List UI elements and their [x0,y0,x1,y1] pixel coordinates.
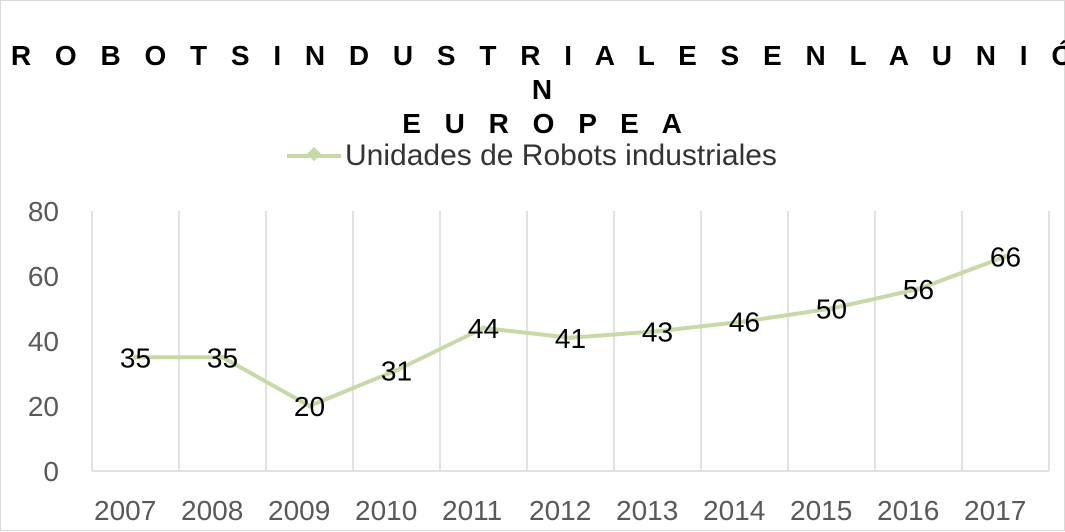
data-label: 43 [642,316,673,347]
data-point [655,328,660,334]
data-label: 35 [207,342,238,373]
chart-title-line-2: E U R O P E A [402,108,690,139]
y-tick-label: 40 [28,326,59,357]
data-point [829,306,834,311]
chart-title: R O B O T S I N D U S T R I A L E S E N … [1,39,1065,141]
data-point [394,367,399,373]
legend-series-marker [287,154,341,158]
data-label: 35 [120,342,151,373]
x-tick-label: 2017 [964,495,1026,526]
chart-title-line-1: R O B O T S I N D U S T R I A L E S E N … [10,40,1065,105]
x-tick-label: 2014 [703,495,765,526]
data-point [568,335,573,341]
x-tick-label: 2007 [94,495,156,526]
x-tick-label: 2011 [442,495,502,526]
y-tick-label: 60 [28,261,59,292]
data-label: 66 [990,242,1021,273]
data-label: 56 [903,274,934,305]
x-tick-label: 2012 [529,495,591,526]
y-tick-label: 0 [43,456,59,487]
data-point [916,286,921,292]
x-tick-label: 2008 [181,495,243,526]
data-label: 20 [294,391,325,422]
data-label: 44 [468,313,499,344]
x-tick-label: 2009 [268,495,330,526]
data-point [742,319,747,324]
data-point [1003,254,1008,259]
x-tick-label: 2015 [790,495,852,526]
data-point [307,403,312,409]
y-tick-label: 20 [28,391,59,422]
y-tick-label: 80 [28,196,59,227]
data-label: 50 [816,294,847,325]
data-point [133,354,138,360]
data-label: 31 [381,355,412,386]
chart-legend: Unidades de Robots industriales [287,136,777,176]
data-label: 46 [729,307,760,338]
x-tick-label: 2010 [355,495,417,526]
data-point [220,354,225,360]
x-tick-label: 2016 [877,495,939,526]
data-point [481,325,486,331]
x-tick-label: 2013 [616,495,678,526]
legend-series-label: Unidades de Robots industriales [345,139,777,172]
data-label: 41 [555,323,586,354]
